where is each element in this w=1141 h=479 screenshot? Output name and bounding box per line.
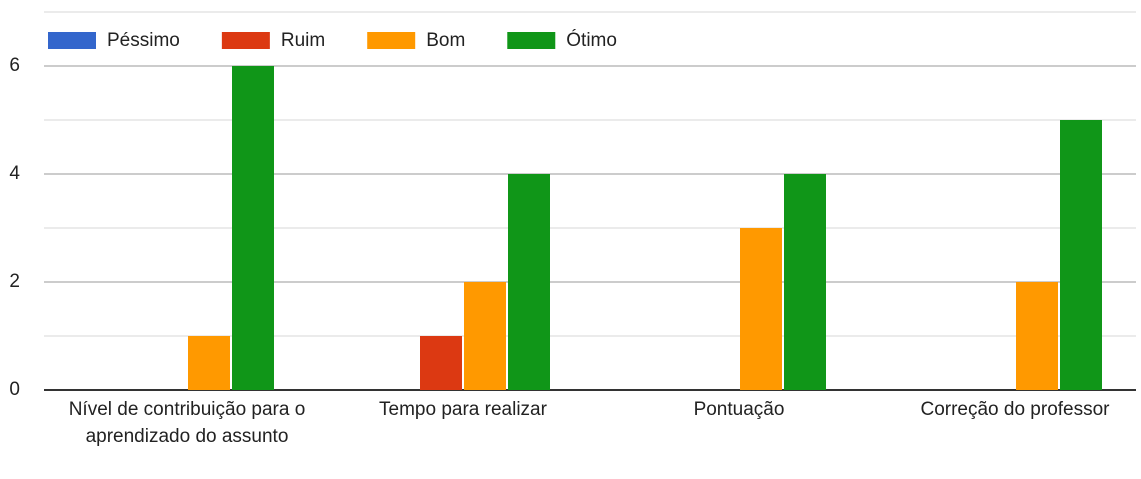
legend-label: Bom: [426, 30, 465, 51]
y-tick-label: 4: [9, 163, 20, 184]
bar: [1060, 120, 1102, 390]
x-tick-label: Tempo para realizar: [379, 399, 547, 420]
bar: [784, 174, 826, 390]
legend-label: Péssimo: [107, 30, 180, 51]
legend-swatch: [367, 32, 416, 49]
legend-label: Ruim: [281, 30, 325, 51]
bar: [188, 336, 230, 390]
y-tick-label: 2: [9, 271, 20, 292]
x-tick-label: Correção do professor: [920, 399, 1110, 420]
legend-swatch: [221, 32, 270, 49]
bar: [740, 228, 782, 390]
bar: [1016, 282, 1058, 390]
legend-swatch: [507, 32, 556, 49]
x-tick-label: Pontuação: [693, 399, 785, 420]
bar: [508, 174, 550, 390]
bar: [464, 282, 506, 390]
bar: [232, 66, 274, 390]
legend-label: Ótimo: [566, 29, 617, 51]
y-tick-label: 0: [9, 379, 20, 400]
x-tick-label: Nível de contribuição para o aprendizado…: [68, 399, 306, 447]
bar: [420, 336, 462, 390]
y-tick-label: 6: [9, 55, 20, 76]
legend-swatch: [48, 32, 96, 49]
